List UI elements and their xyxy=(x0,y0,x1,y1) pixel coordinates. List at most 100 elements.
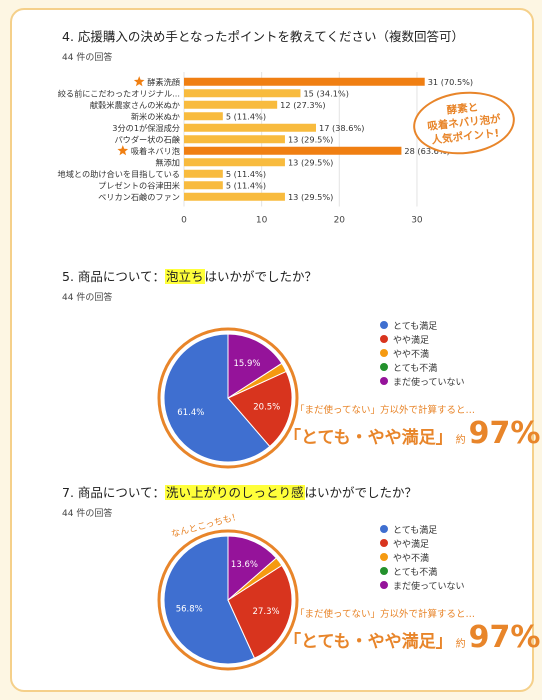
q5-note-pct: 97% xyxy=(468,416,541,451)
bar xyxy=(184,158,285,167)
q7-response-count: 44 件の回答 xyxy=(62,509,113,519)
category-label: 3分の1が保湿成分 xyxy=(112,123,180,133)
q7-legend: とても満足やや満足やや不満とても不満まだ使っていない xyxy=(380,522,465,592)
legend-swatch xyxy=(380,349,388,357)
category-label: 吸着ネバリ泡 xyxy=(131,146,180,156)
bar-value-label: 17 (38.6%) xyxy=(319,123,364,133)
bar xyxy=(184,181,223,190)
legend-label: とても不満 xyxy=(393,363,438,374)
category-label: パウダー状の石鹸 xyxy=(114,134,180,144)
q5-note-big: 「とても・やや満足」約 97% xyxy=(284,416,540,451)
legend-item: とても満足 xyxy=(380,318,465,332)
bar-value-label: 5 (11.4%) xyxy=(226,111,266,121)
pie-slice xyxy=(227,535,277,602)
legend-swatch xyxy=(380,567,388,575)
q5-note-small: 「まだ使ってない」方以外で計算すると… xyxy=(295,405,476,416)
pie-slice xyxy=(227,564,293,659)
pie-slice xyxy=(227,370,293,448)
bar xyxy=(184,112,223,121)
legend-swatch xyxy=(380,539,388,547)
legend-label: とても不満 xyxy=(393,567,438,578)
legend-label: やや不満 xyxy=(393,553,430,564)
pie-slice xyxy=(163,535,256,665)
legend-item: とても不満 xyxy=(380,360,465,374)
pie-slice xyxy=(163,333,271,463)
bar-value-label: 15 (34.1%) xyxy=(303,88,348,98)
bar xyxy=(184,169,223,178)
x-tick-label: 0 xyxy=(181,216,187,226)
legend-label: やや満足 xyxy=(393,335,430,346)
q7-note-label: 「とても・やや満足」 xyxy=(284,632,453,652)
legend-label: とても満足 xyxy=(393,321,438,332)
legend-swatch xyxy=(380,553,388,561)
bar-value-label: 12 (27.3%) xyxy=(280,100,325,110)
q5-pie-chart: 61.4% 20.5% 15.9% xyxy=(157,327,299,469)
pie-highlight-ring xyxy=(157,529,299,671)
bar-value-label: 5 (11.4%) xyxy=(226,169,266,179)
legend-item: とても不満 xyxy=(380,564,465,578)
legend-item: やや満足 xyxy=(380,332,465,346)
q5-title: 5. 商品について：泡立ちはいかがでしたか？ xyxy=(62,266,317,285)
star-icon xyxy=(117,145,129,156)
category-label: 酵素洗顔 xyxy=(147,77,180,87)
bar xyxy=(184,77,425,86)
slice-label: 20.5% xyxy=(253,402,280,412)
q5-title-post: はいかがでしたか？ xyxy=(204,269,318,284)
legend-swatch xyxy=(380,321,388,329)
slice-label: 56.8% xyxy=(176,604,203,614)
legend-label: まだ使っていない xyxy=(393,581,465,592)
q7-title-highlight: 洗い上がりのしっとり感 xyxy=(165,485,305,500)
legend-item: まだ使っていない xyxy=(380,578,465,592)
legend-label: やや不満 xyxy=(393,349,430,360)
q4-title: 4. 応援購入の決め手となったポイントを教えてください（複数回答可） xyxy=(62,29,465,44)
slice-label: 61.4% xyxy=(177,408,204,418)
q4-response-count: 44 件の回答 xyxy=(62,53,113,63)
q7-note-small: 「まだ使ってない」方以外で計算すると… xyxy=(295,609,476,620)
legend-label: とても満足 xyxy=(393,525,438,536)
bar xyxy=(184,146,402,155)
q5-legend: とても満足やや満足やや不満とても不満まだ使っていない xyxy=(380,318,465,388)
q5-note-label: 「とても・やや満足」 xyxy=(284,428,453,448)
pie-slice xyxy=(227,333,283,399)
q7-title-post: はいかがでしたか？ xyxy=(304,485,418,500)
bar xyxy=(184,192,285,201)
category-label: 絞る前にこだわったオリジナル... xyxy=(58,88,180,98)
legend-item: やや不満 xyxy=(380,346,465,360)
bar xyxy=(184,89,301,98)
q7-title-pre: 7. 商品について： xyxy=(62,485,166,500)
category-label: 献穀米農家さんの米ぬか xyxy=(90,100,180,110)
legend-label: まだ使っていない xyxy=(393,377,465,388)
q7-title: 7. 商品について：洗い上がりのしっとり感はいかがでしたか？ xyxy=(62,482,417,501)
q7-note-big: 「とても・やや満足」約 97% xyxy=(284,620,540,655)
legend-item: まだ使っていない xyxy=(380,374,465,388)
bar xyxy=(184,123,316,132)
category-label: 地域との助け合いを目指している xyxy=(58,169,181,179)
q7-pie-chart: 56.8% 27.3% 13.6% xyxy=(157,529,299,671)
q7-note-yaku: 約 xyxy=(455,639,466,650)
category-label: ペリカン石鹸のファン xyxy=(98,192,180,202)
slice-label: 27.3% xyxy=(253,607,280,617)
category-label: 無添加 xyxy=(155,157,180,167)
category-label: 新米の米ぬか xyxy=(131,111,180,121)
bar-value-label: 13 (29.5%) xyxy=(288,134,333,144)
slice-label: 13.6% xyxy=(231,560,258,570)
x-tick-label: 20 xyxy=(334,216,346,226)
q5-note-yaku: 約 xyxy=(455,435,466,446)
q5-title-highlight: 泡立ち xyxy=(165,269,205,284)
bar-value-label: 5 (11.4%) xyxy=(226,180,266,190)
pie-highlight-ring xyxy=(157,327,299,469)
q7-note-pct: 97% xyxy=(468,620,541,655)
q4-bar-chart: 0 10 20 30 酵素洗顔 31 (70.5%) 絞る前にこだわったオリジナル... 15… xyxy=(58,72,473,226)
x-tick-label: 30 xyxy=(411,216,423,226)
legend-item: やや不満 xyxy=(380,550,465,564)
legend-item: とても満足 xyxy=(380,522,465,536)
legend-swatch xyxy=(380,581,388,589)
star-icon xyxy=(133,76,145,87)
bar-value-label: 13 (29.5%) xyxy=(288,192,333,202)
bar xyxy=(184,135,285,144)
slice-label: 15.9% xyxy=(233,359,260,369)
legend-label: やや満足 xyxy=(393,539,430,550)
bar xyxy=(184,100,278,109)
bar-value-label: 28 (63.6%) xyxy=(404,146,449,156)
q5-response-count: 44 件の回答 xyxy=(62,293,113,303)
